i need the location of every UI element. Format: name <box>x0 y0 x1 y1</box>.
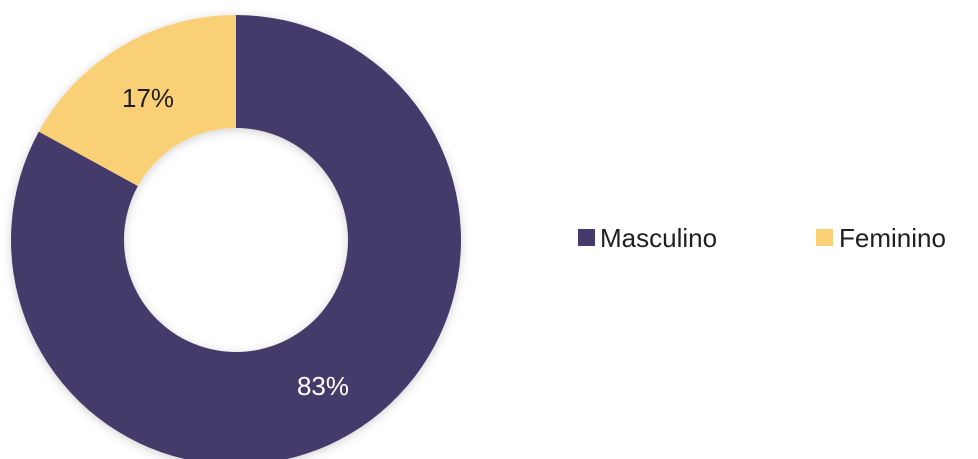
slice-label-masculino: 83% <box>297 371 349 401</box>
slice-label-feminino: 17% <box>122 83 174 113</box>
slice-masculino <box>11 15 461 459</box>
legend-label-masculino: Masculino <box>600 223 717 253</box>
donut-slices <box>11 15 461 459</box>
slice-labels: 83% 17% <box>122 83 349 401</box>
legend-swatch-feminino <box>816 229 833 246</box>
slice-feminino <box>38 15 237 187</box>
legend-swatch-masculino <box>578 229 595 246</box>
legend-label-feminino: Feminino <box>839 223 946 253</box>
legend: Masculino Feminino <box>578 223 946 253</box>
